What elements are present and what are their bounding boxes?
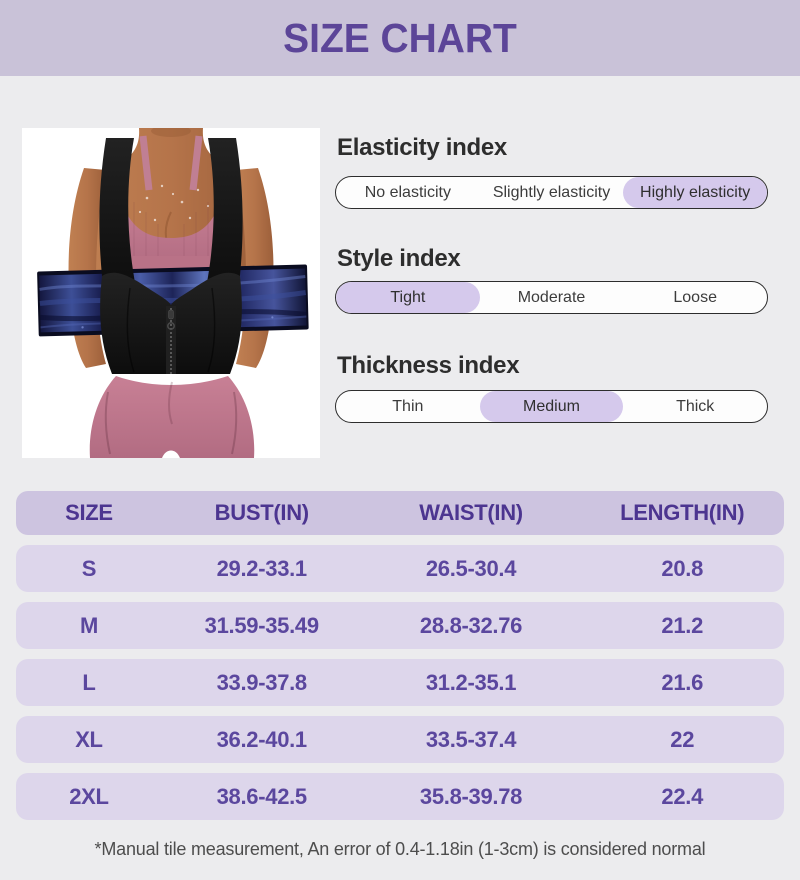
vest-strap-right bbox=[206, 138, 243, 288]
thickness-index-selector: Thin Medium Thick bbox=[335, 390, 768, 423]
sweat-droplets bbox=[138, 184, 210, 222]
cell-waist: 28.8-32.76 bbox=[419, 612, 523, 638]
cell-bust: 29.2-33.1 bbox=[216, 555, 308, 581]
elasticity-index-selector: No elasticity Slightly elasticity Highly… bbox=[335, 176, 768, 209]
column-header-bust: BUST(IN) bbox=[214, 500, 309, 525]
zipper-slider bbox=[168, 309, 174, 320]
option-slightly-elasticity: Slightly elasticity bbox=[492, 183, 611, 201]
option-thick: Thick bbox=[676, 397, 715, 415]
cell-length: 20.8 bbox=[661, 555, 704, 581]
column-header-waist: WAIST(IN) bbox=[419, 500, 523, 525]
cell-length: 22.4 bbox=[661, 783, 704, 809]
option-thin: Thin bbox=[392, 397, 424, 415]
cell-length: 21.2 bbox=[661, 612, 704, 638]
leggings-seam-left bbox=[104, 391, 111, 455]
waist-trainer-illustration bbox=[22, 128, 320, 458]
page-header-banner: SIZE CHART bbox=[0, 0, 800, 76]
elasticity-index-title: Elasticity index bbox=[337, 134, 507, 161]
leggings-center-seam bbox=[168, 381, 173, 425]
page-title: SIZE CHART bbox=[283, 14, 517, 61]
size-table: SIZE BUST(IN) WAIST(IN) LENGTH(IN) S 29.… bbox=[16, 491, 784, 820]
cell-length: 21.6 bbox=[661, 669, 704, 695]
column-header-size: SIZE bbox=[65, 500, 113, 525]
measurement-footnote: *Manual tile measurement, An error of 0.… bbox=[94, 839, 706, 859]
cell-size: S bbox=[81, 555, 97, 581]
cell-waist: 31.2-35.1 bbox=[425, 669, 517, 695]
leggings-seam-right bbox=[231, 391, 238, 455]
table-row: XL 36.2-40.1 33.5-37.4 22 bbox=[16, 716, 784, 763]
product-photo bbox=[22, 128, 320, 458]
table-row: M 31.59-35.49 28.8-32.76 21.2 bbox=[16, 602, 784, 649]
table-row: L 33.9-37.8 31.2-35.1 21.6 bbox=[16, 659, 784, 706]
zipper-pull bbox=[167, 322, 175, 330]
cell-bust: 31.59-35.49 bbox=[204, 612, 319, 638]
bra bbox=[114, 188, 228, 270]
column-header-length: LENGTH(IN) bbox=[620, 500, 745, 525]
table-row: S 29.2-33.1 26.5-30.4 20.8 bbox=[16, 545, 784, 592]
option-moderate: Moderate bbox=[517, 288, 586, 306]
option-tight: Tight bbox=[336, 282, 480, 313]
cell-waist: 35.8-39.78 bbox=[419, 783, 523, 809]
cell-bust: 36.2-40.1 bbox=[216, 726, 308, 752]
option-medium: Medium bbox=[479, 391, 624, 422]
vest-strap-left bbox=[99, 138, 136, 288]
cell-bust: 38.6-42.5 bbox=[216, 783, 308, 809]
style-index-title: Style index bbox=[337, 245, 461, 272]
style-index-selector: Tight Moderate Loose bbox=[335, 281, 768, 314]
corset-seam-right bbox=[207, 287, 216, 373]
size-table-header: SIZE BUST(IN) WAIST(IN) LENGTH(IN) bbox=[16, 491, 784, 535]
cell-waist: 33.5-37.4 bbox=[425, 726, 517, 752]
cell-bust: 33.9-37.8 bbox=[216, 669, 308, 695]
cell-size: M bbox=[79, 612, 98, 638]
option-loose: Loose bbox=[673, 288, 717, 306]
chin-shadow bbox=[151, 128, 191, 137]
table-row: 2XL 38.6-42.5 35.8-39.78 22.4 bbox=[16, 773, 784, 820]
cell-size: 2XL bbox=[69, 783, 109, 809]
cell-waist: 26.5-30.4 bbox=[425, 555, 517, 581]
cell-size: L bbox=[82, 669, 96, 695]
option-no-elasticity: No elasticity bbox=[364, 183, 451, 201]
corset-seam-left bbox=[126, 287, 135, 373]
bra-strap-left bbox=[139, 135, 153, 191]
cell-size: XL bbox=[75, 726, 103, 752]
thickness-index-title: Thickness index bbox=[337, 352, 520, 379]
option-highly-elasticity: Highly elasticity bbox=[623, 177, 767, 208]
cell-length: 22 bbox=[670, 726, 695, 752]
bra-strap-right bbox=[189, 135, 203, 191]
leggings bbox=[89, 376, 255, 458]
